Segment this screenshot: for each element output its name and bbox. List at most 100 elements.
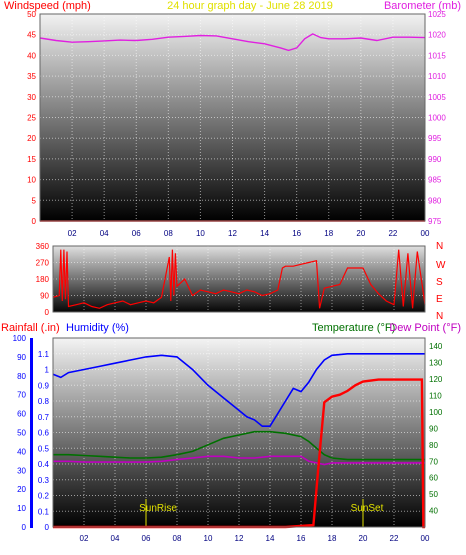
temperature-tick-label: 100	[429, 408, 443, 417]
wind-baro-frame	[39, 13, 426, 222]
humidity-tick-label: 0.5	[38, 444, 50, 453]
barometer-axis-label: Barometer (mb)	[384, 0, 461, 12]
wind-baro-x-ticks: 02 04 06 08 10 12 14 16 18 20 22 00	[68, 229, 430, 238]
windspeed-axis-label: Windspeed (mph)	[4, 0, 91, 12]
temp-humidity-frame	[52, 337, 426, 528]
x-tick-label: 00	[421, 534, 430, 543]
humidity-tick-label: 1	[45, 366, 50, 375]
temperature-tick-label: 50	[429, 490, 438, 499]
x-tick-label: 08	[173, 534, 182, 543]
barometer-tick-label: 1020	[428, 31, 446, 40]
x-tick-label: 18	[324, 229, 333, 238]
barometer-ticks: 975 980 985 990 995 1000 1005 1010 1015 1020 1025	[428, 10, 446, 226]
temperature-tick-label: 40	[429, 507, 438, 516]
temperature-tick-label: 130	[429, 359, 443, 368]
x-tick-label: 04	[111, 534, 120, 543]
direction-tick-label: 360	[36, 242, 50, 251]
temperature-tick-label: 140	[429, 342, 443, 351]
temperature-axis-label: Temperature (°F)	[312, 322, 395, 334]
x-tick-label: 18	[328, 534, 337, 543]
temperature-tick-label: 80	[429, 441, 438, 450]
windspeed-tick-label: 5	[32, 196, 37, 205]
humidity-tick-label: 0.4	[38, 460, 50, 469]
x-tick-label: 16	[297, 534, 306, 543]
direction-letter-south: S	[436, 277, 443, 288]
x-tick-label: 16	[292, 229, 301, 238]
temp-humidity-x-ticks: 02 04 06 08 10 12 14 16 18 20 22 00	[80, 534, 430, 543]
direction-frame	[52, 245, 426, 313]
x-tick-label: 12	[235, 534, 244, 543]
windspeed-tick-label: 35	[27, 72, 36, 81]
barometer-tick-label: 1000	[428, 114, 446, 123]
x-tick-label: 10	[196, 229, 205, 238]
x-tick-label: 14	[260, 229, 269, 238]
rainfall-axis-label: Rainfall (.in)	[1, 322, 60, 334]
windspeed-tick-label: 10	[27, 176, 36, 185]
dewpoint-axis-label: Dew Point (°F)	[389, 322, 461, 334]
x-tick-label: 04	[100, 229, 109, 238]
temperature-tick-label: 70	[429, 457, 438, 466]
humidity-tick-label: 0.8	[38, 397, 50, 406]
direction-tick-label: 90	[40, 292, 49, 301]
humidity-line	[52, 353, 425, 427]
temperature-tick-label: 120	[429, 375, 443, 384]
humidity-ticks: 0 0.1 0.2 0.3 0.4 0.5 0.6 0.7 0.8 0.9 1 1.1	[38, 350, 50, 532]
windspeed-ticks: 0 5 10 15 20 25 30 35 40 45 50	[27, 10, 36, 226]
x-tick-label: 20	[356, 229, 365, 238]
windspeed-tick-label: 40	[27, 51, 36, 60]
x-tick-label: 10	[204, 534, 213, 543]
direction-tick-label: 180	[36, 275, 50, 284]
x-tick-label: 20	[359, 534, 368, 543]
windspeed-tick-label: 50	[27, 10, 36, 19]
x-tick-label: 02	[80, 534, 89, 543]
barometer-line	[39, 33, 426, 52]
rainfall-tick-label: 80	[17, 372, 26, 381]
humidity-tick-label: 0.7	[38, 413, 50, 422]
direction-letter-east: E	[436, 294, 443, 305]
sunset-label: SunSet	[351, 503, 384, 514]
x-tick-label: 08	[164, 229, 173, 238]
humidity-tick-label: 0.6	[38, 429, 50, 438]
x-tick-label: 22	[388, 229, 397, 238]
x-tick-label: 02	[68, 229, 77, 238]
barometer-tick-label: 995	[428, 134, 442, 143]
rainfall-tick-label: 40	[17, 447, 26, 456]
barometer-tick-label: 1015	[428, 51, 446, 60]
temperature-tick-label: 90	[429, 424, 438, 433]
rainfall-tick-label: 0	[22, 523, 27, 532]
barometer-tick-label: 990	[428, 155, 442, 164]
temperature-line	[53, 430, 425, 461]
x-tick-label: 22	[390, 534, 399, 543]
temperature-tick-label: 60	[429, 474, 438, 483]
rainfall-tick-label: 20	[17, 485, 26, 494]
barometer-tick-label: 985	[428, 176, 442, 185]
barometer-tick-label: 980	[428, 196, 442, 205]
rainfall-tick-label: 30	[17, 466, 26, 475]
temp-humidity-grid	[53, 338, 426, 528]
humidity-tick-label: 0.9	[38, 381, 50, 390]
windspeed-tick-label: 25	[27, 114, 36, 123]
temperature-tick-label: 110	[429, 392, 442, 401]
direction-tick-label: 0	[45, 308, 50, 317]
windspeed-tick-label: 20	[27, 134, 36, 143]
humidity-tick-label: 0	[45, 523, 50, 532]
windspeed-tick-label: 45	[27, 31, 36, 40]
graph-title: 24 hour graph day - June 28 2019	[167, 0, 333, 12]
rainfall-tick-label: 60	[17, 410, 26, 419]
barometer-tick-label: 1005	[428, 93, 446, 102]
temperature-ticks: 40 50 60 70 80 90 100 110 120 130 140	[429, 342, 443, 515]
rainfall-tick-label: 50	[17, 429, 26, 438]
rainfall-tick-label: 10	[17, 504, 26, 513]
sunrise-label: SunRise	[139, 503, 177, 514]
humidity-tick-label: 0.1	[38, 507, 50, 516]
humidity-tick-label: 0.2	[38, 492, 50, 501]
x-tick-label: 06	[142, 534, 151, 543]
x-tick-label: 12	[228, 229, 237, 238]
x-tick-label: 14	[266, 534, 275, 543]
windspeed-tick-label: 15	[27, 155, 36, 164]
dewpoint-line	[53, 455, 425, 466]
rainfall-tick-label: 70	[17, 391, 26, 400]
humidity-tick-label: 1.1	[38, 350, 50, 359]
direction-tick-label: 270	[36, 259, 50, 268]
